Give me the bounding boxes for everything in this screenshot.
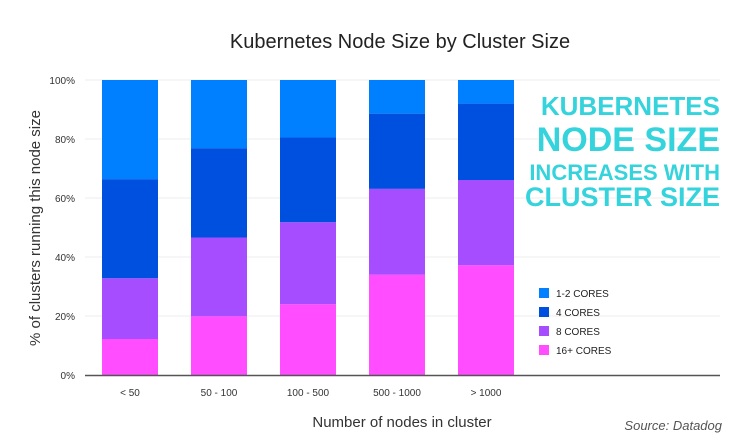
y-tick-label: 100% [49,76,75,87]
source-note: Source: Datadog [624,418,722,433]
x-axis-label: Number of nodes in cluster [312,414,491,431]
bar-segment [280,304,336,375]
y-tick-label: 20% [55,312,75,323]
y-tick-label: 80% [55,135,75,146]
legend-label: 4 CORES [556,308,600,319]
callout-line-4: CLUSTER SIZE [525,182,720,212]
bar-segment [458,103,514,181]
legend-swatch [539,326,549,336]
callout-line-1: KUBERNETES [541,91,720,121]
legend-label: 16+ CORES [556,346,612,357]
legend-label: 8 CORES [556,327,600,338]
bar-segment [369,80,425,114]
bar-segment [102,179,158,279]
bar-segment [280,80,336,138]
chart-title: Kubernetes Node Size by Cluster Size [230,31,570,53]
bar-segment [102,339,158,375]
bar-segment [102,80,158,180]
bar-segment [102,278,158,340]
y-tick-label: 40% [55,253,75,264]
x-tick-label: > 1000 [471,388,502,399]
bar-segment [191,316,247,375]
bar-segment [280,137,336,223]
callout-line-2: NODE SIZE [537,121,720,159]
x-tick-label: < 50 [120,388,140,399]
bar-segment [458,80,514,104]
x-tick-label: 500 - 1000 [373,388,421,399]
legend-swatch [539,345,549,355]
bar-segment [280,222,336,305]
y-axis-label: % of clusters running this node size [27,110,44,346]
bar-segment [369,113,425,189]
y-tick-label: 60% [55,194,75,205]
bar-segment [458,180,514,266]
bar-segment [369,274,425,375]
bar-segment [191,237,247,317]
legend-label: 1-2 CORES [556,289,609,300]
x-tick-label: 50 - 100 [201,388,238,399]
x-tick-label: 100 - 500 [287,388,330,399]
legend-swatch [539,288,549,298]
bar-segment [369,188,425,275]
bar-segment [458,265,514,375]
bar-segment [191,80,247,149]
bar-segment [191,148,247,238]
callout-line-3: INCREASES WITH [529,160,720,185]
legend-swatch [539,307,549,317]
y-tick-label: 0% [61,371,76,382]
